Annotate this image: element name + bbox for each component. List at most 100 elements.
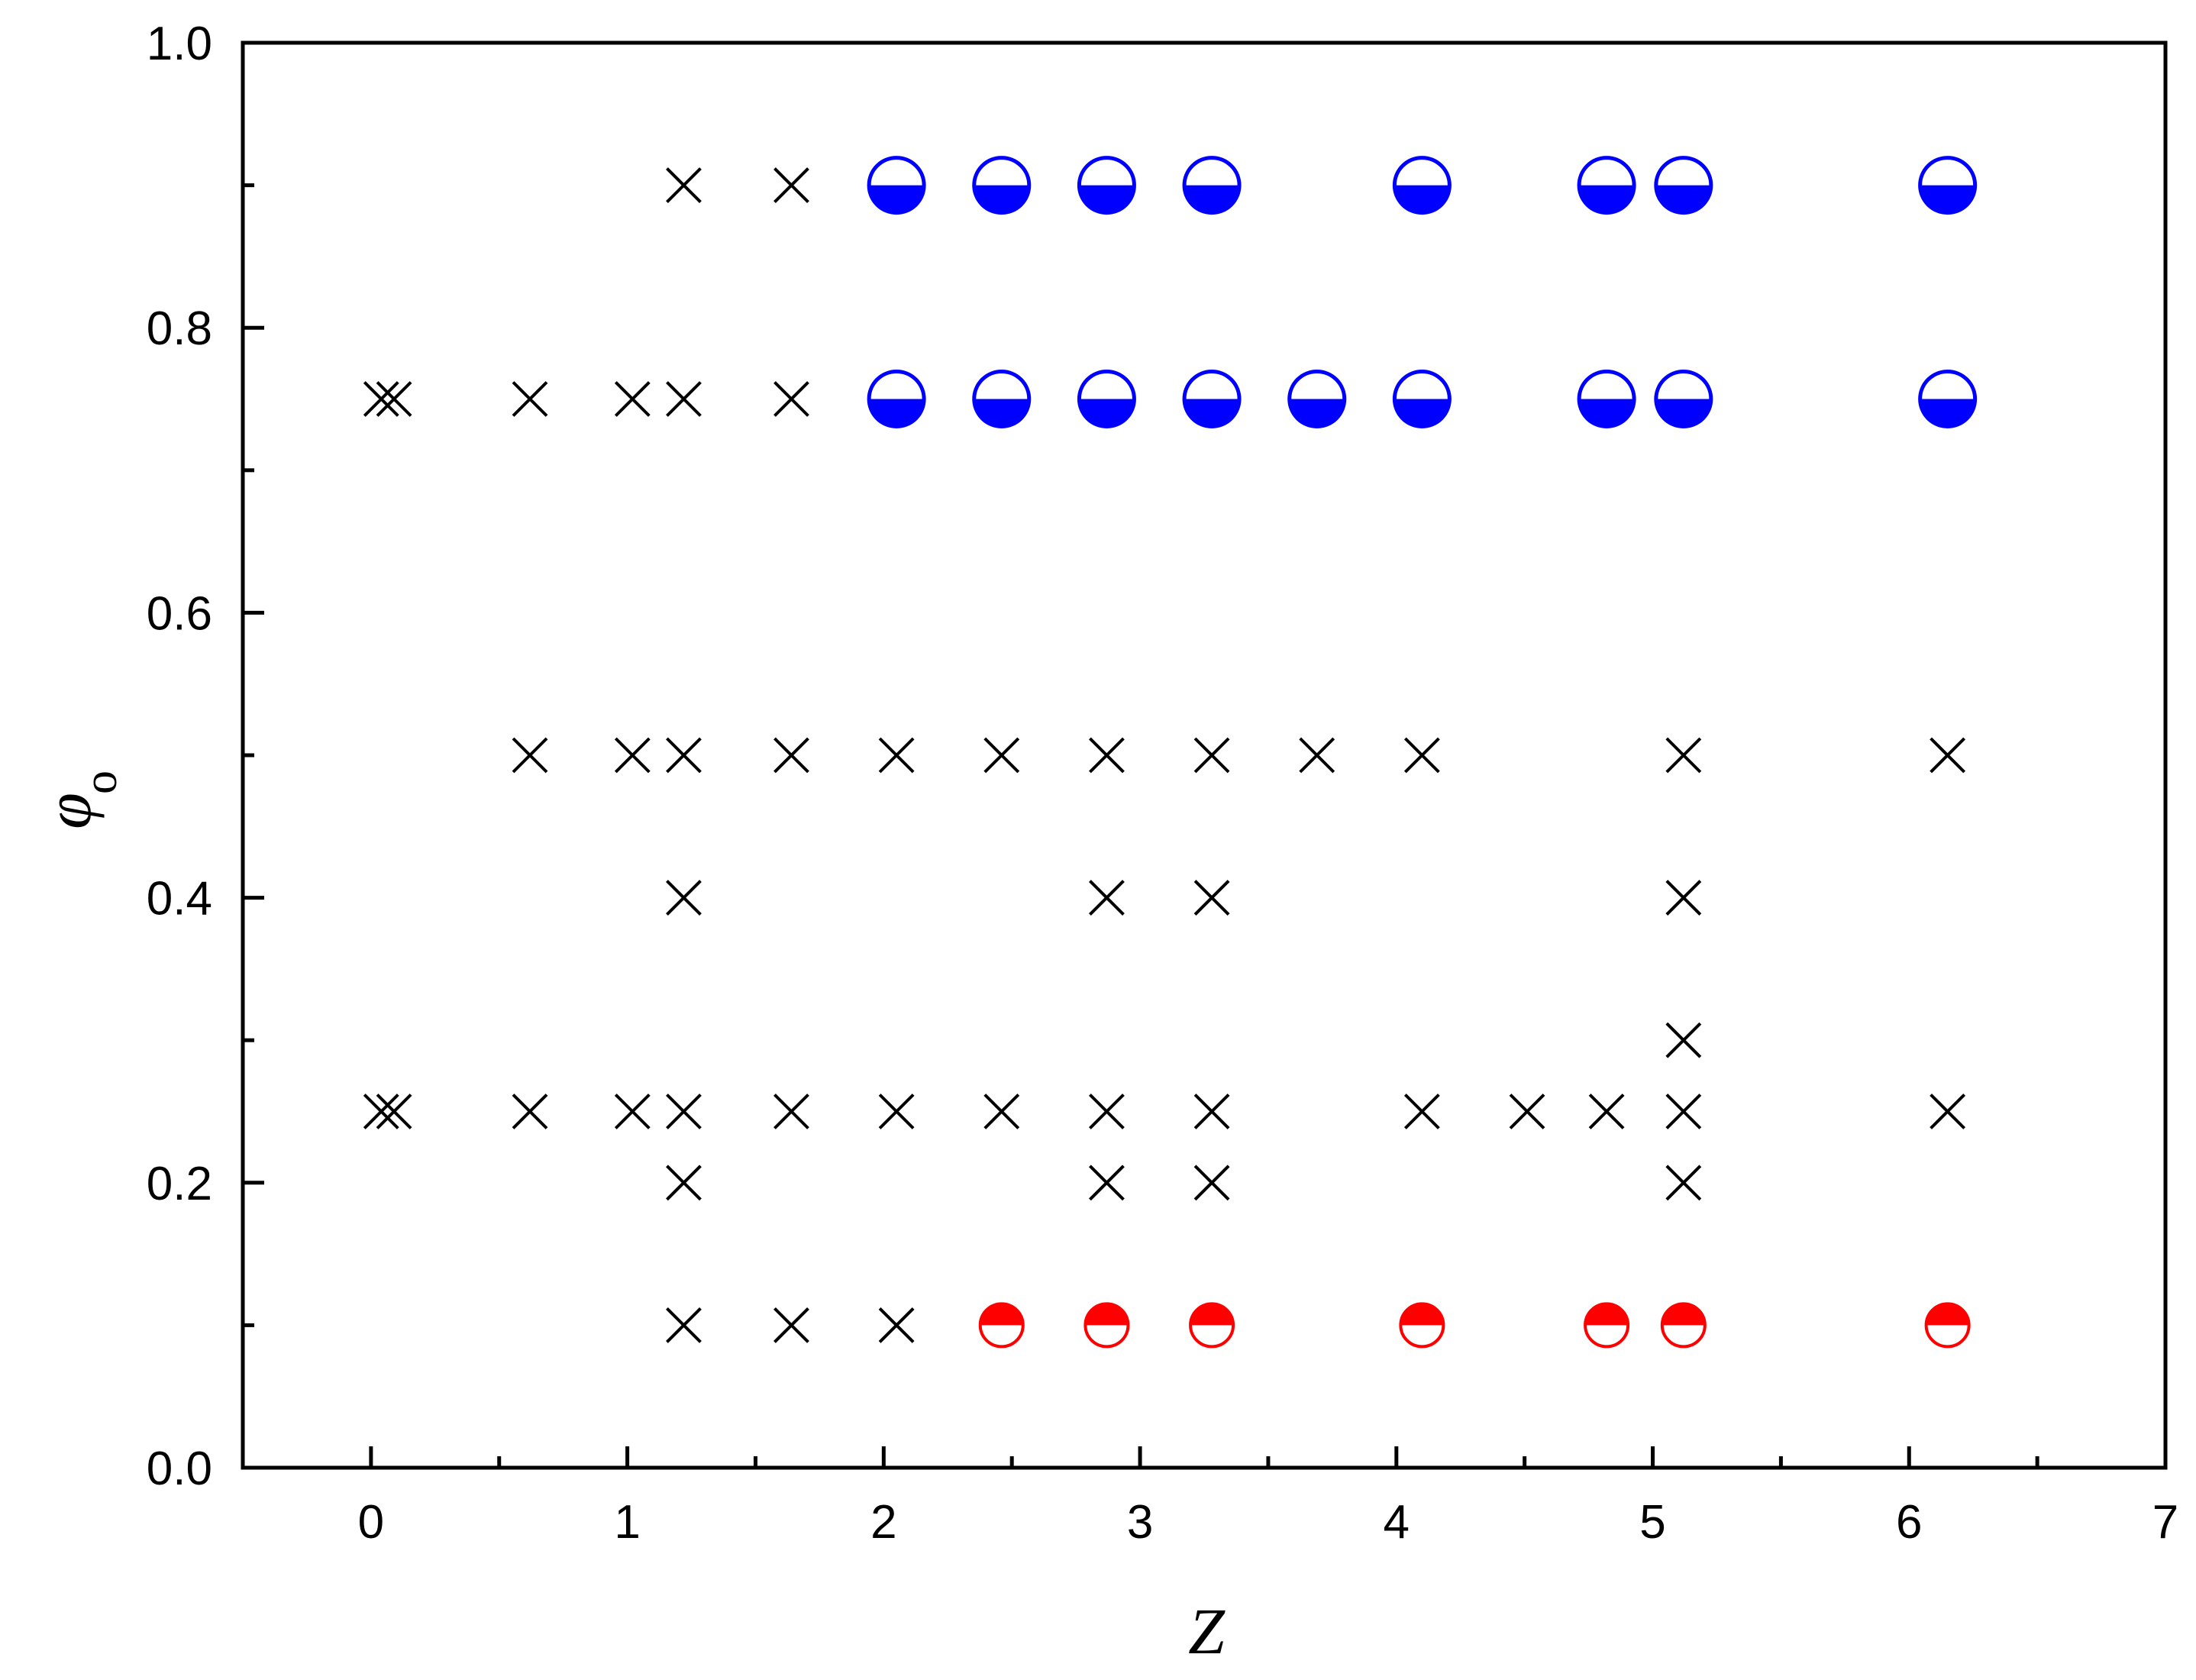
circle-outline [1654, 370, 1713, 428]
y-tick-label: 0.8 [147, 302, 212, 355]
cross-stroke [666, 737, 702, 774]
half-filled-circle-marker [1399, 1302, 1445, 1349]
cross-stroke [773, 1307, 809, 1343]
filled-half [1920, 185, 1975, 213]
cross-stroke [1665, 1022, 1702, 1058]
cross-marker [363, 1094, 399, 1129]
filled-half [1079, 399, 1135, 427]
x-tick-label: 6 [1896, 1496, 1922, 1549]
x-tick-label: 2 [870, 1496, 896, 1549]
circle-outline [867, 156, 926, 215]
cross-marker [376, 1094, 412, 1129]
cross-stroke [773, 381, 809, 417]
cross-stroke [1403, 1094, 1440, 1129]
cross-marker [1930, 1094, 1966, 1129]
circle-outline [1287, 370, 1347, 428]
cross-marker [376, 381, 412, 417]
cross-marker [1665, 880, 1702, 916]
cross-marker [1299, 737, 1335, 774]
y-axis-ticks: 0.0 0.2 0.4 0.6 0.8 1.0 [147, 18, 264, 1495]
filled-half [1400, 1304, 1444, 1326]
cross-stroke [878, 1307, 915, 1343]
cross-marker [614, 381, 651, 417]
cross-stroke [773, 167, 809, 204]
cross-stroke [363, 1094, 399, 1129]
cross-marker [878, 1094, 915, 1129]
circle-outline [1077, 156, 1136, 215]
half-filled-circle-marker [1287, 370, 1347, 428]
cross-marker [1089, 1165, 1125, 1201]
half-filled-circle-marker [867, 156, 926, 215]
cross-marker [666, 167, 702, 204]
cross-stroke [666, 880, 702, 916]
y-tick-label: 0.4 [147, 873, 212, 926]
circle-outline [1577, 370, 1636, 428]
cross-marker [1193, 1094, 1230, 1129]
y-tick-label: 0.6 [147, 587, 212, 640]
half-filled-circle-marker [1918, 370, 1978, 428]
filled-half [980, 1304, 1023, 1326]
cross-marker [773, 1307, 809, 1343]
cross-marker [1089, 737, 1125, 774]
cross-marker [1509, 1094, 1545, 1129]
cross-marker [1193, 880, 1230, 916]
cross-stroke [1193, 737, 1230, 774]
cross-marker [773, 381, 809, 417]
cross-marker [512, 381, 548, 417]
cross-stroke [773, 737, 809, 774]
x-tick-label: 5 [1639, 1496, 1665, 1549]
circle-outline [1392, 370, 1452, 428]
cross-stroke [1588, 1094, 1625, 1129]
filled-half [1579, 185, 1635, 213]
half-filled-circle-marker [1918, 156, 1978, 215]
cross-marker [666, 1094, 702, 1129]
half-filled-circle-marker [1392, 156, 1452, 215]
cross-marker [363, 381, 399, 417]
cross-stroke [1403, 737, 1440, 774]
half-filled-circle-marker [1654, 156, 1713, 215]
half-filled-circle-marker [1182, 156, 1242, 215]
cross-marker [666, 381, 702, 417]
filled-half [1190, 1304, 1234, 1326]
filled-half [974, 185, 1029, 213]
cross-stroke [1089, 737, 1125, 774]
half-filled-circle-marker [1660, 1302, 1707, 1349]
cross-marker [1193, 1165, 1230, 1201]
x-tick-label: 1 [614, 1496, 640, 1549]
filled-half [1920, 399, 1975, 427]
half-filled-circle-marker [1577, 370, 1636, 428]
cross-stroke [666, 381, 702, 417]
filled-half [1585, 1304, 1629, 1326]
half-filled-circle-marker [972, 370, 1032, 428]
cross-stroke [983, 737, 1020, 774]
cross-stroke [376, 381, 412, 417]
cross-marker [983, 737, 1020, 774]
half-filled-circle-marker [1577, 156, 1636, 215]
circle-outline [1660, 1302, 1707, 1349]
cross-stroke [363, 381, 399, 417]
cross-marker [614, 737, 651, 774]
filled-half [1289, 399, 1345, 427]
cross-stroke [1509, 1094, 1545, 1129]
y-tick-label: 1.0 [147, 18, 212, 70]
cross-marker [512, 1094, 548, 1129]
cross-stroke [1193, 880, 1230, 916]
cross-stroke [666, 167, 702, 204]
circle-outline [1654, 156, 1713, 215]
cross-marker [1089, 880, 1125, 916]
half-filled-circle-marker [1584, 1302, 1630, 1349]
circle-outline [1399, 1302, 1445, 1349]
cross-marker [1665, 737, 1702, 774]
circle-outline [1577, 156, 1636, 215]
cross-marker [1665, 1165, 1702, 1201]
cross-stroke [1193, 1094, 1230, 1129]
circle-outline [1182, 370, 1242, 428]
filled-half [1184, 185, 1240, 213]
filled-half [1662, 1304, 1705, 1326]
circle-outline [1918, 370, 1978, 428]
cross-marker [666, 1165, 702, 1201]
cross-stroke [614, 737, 651, 774]
cross-marker [1193, 737, 1230, 774]
circle-outline [972, 370, 1032, 428]
